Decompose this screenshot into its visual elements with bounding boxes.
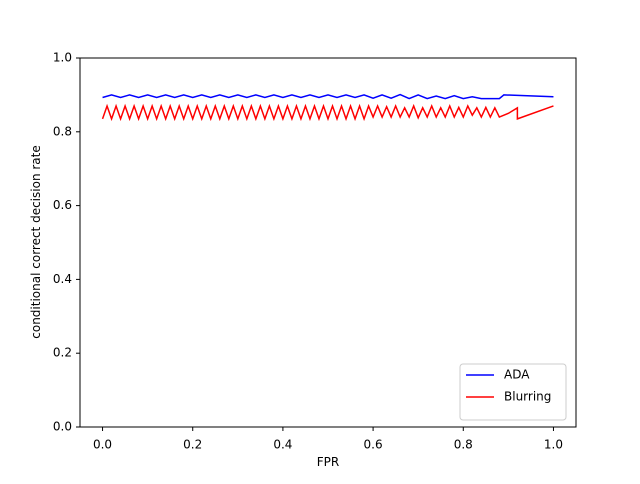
x-tick-label: 0.6 bbox=[364, 438, 383, 452]
series-line bbox=[101, 103, 554, 122]
x-tick-label: 0.0 bbox=[93, 438, 112, 452]
x-tick-label: 1.0 bbox=[544, 438, 563, 452]
legend-label: ADA bbox=[504, 368, 530, 382]
y-tick-label: 0.6 bbox=[53, 198, 72, 212]
plot-area bbox=[101, 93, 554, 122]
y-tick-label: 0.0 bbox=[53, 420, 72, 434]
legend-box bbox=[459, 363, 567, 421]
x-tick-label: 0.4 bbox=[273, 438, 292, 452]
y-tick-label: 0.2 bbox=[53, 346, 72, 360]
x-tick-label: 0.8 bbox=[454, 438, 473, 452]
y-tick-label: 0.8 bbox=[53, 124, 72, 138]
x-tick-label: 0.2 bbox=[183, 438, 202, 452]
y-tick-label: 1.0 bbox=[53, 51, 72, 65]
series-line bbox=[102, 93, 554, 100]
x-axis-label: FPR bbox=[317, 455, 339, 469]
y-tick-label: 0.4 bbox=[53, 272, 72, 286]
legend-label: Blurring bbox=[504, 390, 551, 404]
axes-frame bbox=[79, 57, 577, 428]
y-axis-label: conditional correct decision rate bbox=[29, 145, 43, 338]
